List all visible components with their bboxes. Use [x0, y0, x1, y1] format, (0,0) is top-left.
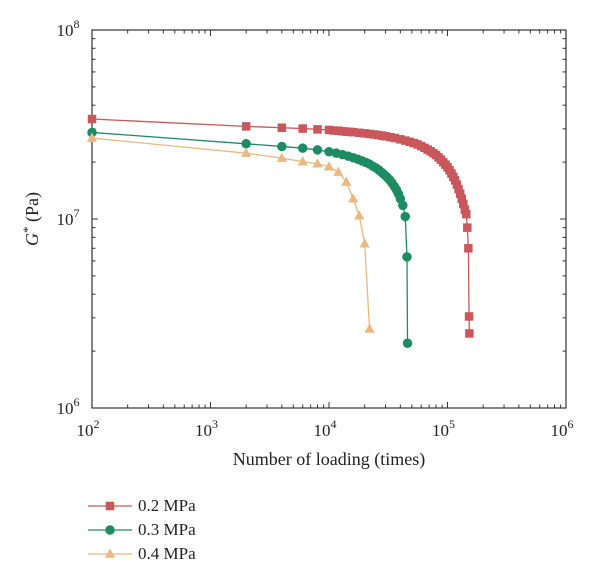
data-point [360, 129, 369, 138]
data-point [457, 194, 467, 203]
data-point [454, 184, 463, 194]
data-point [277, 141, 287, 152]
data-point [276, 152, 287, 162]
data-point [398, 200, 408, 211]
data-point [381, 132, 390, 141]
data-point [459, 199, 468, 209]
series-square [87, 114, 474, 338]
data-point [297, 156, 308, 166]
data-point [241, 122, 251, 131]
x-tick-label: 102 [77, 417, 100, 440]
data-point [464, 312, 474, 321]
series-line [91, 118, 471, 334]
data-point [452, 180, 462, 189]
data-point [400, 136, 410, 145]
series-line [91, 137, 371, 329]
data-point [402, 338, 413, 349]
data-point [455, 189, 465, 199]
legend-label: 0.2 MPa [138, 496, 196, 515]
data-point [312, 145, 323, 155]
plot-axes [91, 29, 567, 409]
data-point [241, 147, 252, 157]
legend: 0.2 MPa 0.3 MPa 0.4 MPa [86, 494, 196, 566]
legend-swatch [88, 548, 132, 558]
series-layer [86, 114, 474, 349]
data-point [463, 223, 472, 232]
data-point [354, 210, 365, 220]
legend-item: 0.3 MPa [86, 518, 196, 542]
data-point [359, 238, 370, 248]
data-point [348, 193, 359, 203]
data-point [400, 211, 410, 222]
x-tick-label: 103 [195, 417, 218, 440]
x-tick-label: 106 [551, 417, 574, 440]
data-point [465, 329, 474, 338]
data-point [87, 127, 97, 138]
legend-item: 0.2 MPa [86, 494, 196, 518]
y-tick-label: 107 [57, 206, 80, 229]
data-point [86, 132, 98, 142]
data-point [402, 252, 412, 262]
data-point [277, 123, 287, 132]
data-point [354, 128, 364, 137]
tick-labels: 102 103 104 105 106 106 107 108 [57, 17, 574, 440]
data-point [297, 143, 308, 153]
data-point [341, 176, 352, 186]
plot-frame [91, 29, 567, 409]
data-point [324, 125, 334, 135]
data-point [241, 139, 251, 149]
data-point [348, 127, 358, 137]
data-point [312, 158, 323, 168]
data-point [298, 124, 307, 133]
data-point [329, 126, 339, 135]
x-axis-title: Number of loading (times) [233, 449, 425, 470]
x-tick-label: 104 [314, 417, 337, 440]
data-point [364, 323, 375, 333]
data-point [365, 129, 374, 139]
data-point [324, 146, 334, 157]
data-point [464, 244, 473, 253]
legend-label: 0.3 MPa [138, 520, 196, 539]
data-point [386, 132, 395, 142]
legend-item: 0.4 MPa [86, 542, 196, 566]
y-tick-label: 108 [57, 17, 80, 40]
series-circle [87, 127, 413, 349]
x-tick-label: 105 [432, 417, 455, 440]
y-tick-label: 106 [57, 395, 80, 418]
data-point [87, 114, 97, 124]
data-point [390, 133, 400, 143]
data-point [396, 135, 405, 144]
data-point [462, 209, 471, 219]
data-point [460, 205, 470, 214]
data-point [313, 125, 322, 134]
series-triangle [86, 132, 375, 333]
y-axis-title: G* (Pa) [20, 192, 43, 246]
data-point [333, 166, 344, 176]
legend-swatch [88, 525, 132, 535]
data-point [323, 161, 335, 171]
legend-swatch [88, 501, 132, 511]
legend-label: 0.4 MPa [138, 544, 196, 563]
